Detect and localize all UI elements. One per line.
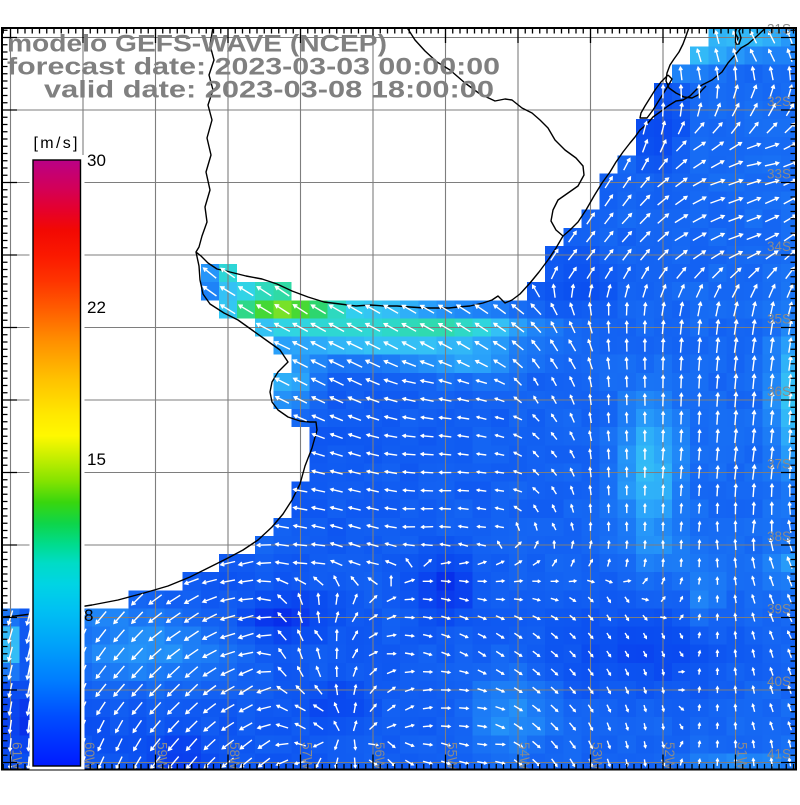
svg-text:modelo GEFS-WAVE (NCEP): modelo GEFS-WAVE (NCEP) xyxy=(7,31,387,58)
svg-text:56W: 56W xyxy=(372,742,387,770)
svg-text:54W: 54W xyxy=(517,742,532,770)
svg-text:60W: 60W xyxy=(82,742,97,770)
svg-text:41S: 41S xyxy=(767,747,791,762)
svg-text:38S: 38S xyxy=(767,529,791,544)
svg-text:37S: 37S xyxy=(767,457,791,472)
svg-text:55W: 55W xyxy=(445,742,460,770)
svg-text:35S: 35S xyxy=(767,312,791,327)
svg-text:15: 15 xyxy=(87,450,106,469)
svg-text:51W: 51W xyxy=(735,742,750,770)
svg-text:58W: 58W xyxy=(227,742,242,770)
svg-text:57W: 57W xyxy=(300,742,315,770)
svg-text:40S: 40S xyxy=(767,674,791,689)
svg-text:forecast date: 2023-03-03 00:0: forecast date: 2023-03-03 00:00:00 xyxy=(7,54,500,81)
svg-text:36S: 36S xyxy=(767,384,791,399)
svg-text:33S: 33S xyxy=(767,167,791,182)
svg-text:52W: 52W xyxy=(662,742,677,770)
svg-text:59W: 59W xyxy=(155,742,170,770)
svg-text:[m/s]: [m/s] xyxy=(34,135,78,152)
svg-text:34S: 34S xyxy=(767,239,791,254)
svg-text:39S: 39S xyxy=(767,602,791,617)
svg-text:valid date: 2023-03-08 18:00:0: valid date: 2023-03-08 18:00:00 xyxy=(44,77,494,104)
svg-text:8: 8 xyxy=(84,606,93,625)
svg-text:61W: 61W xyxy=(10,742,25,770)
svg-text:53W: 53W xyxy=(590,742,605,770)
svg-text:22: 22 xyxy=(87,298,106,317)
svg-text:32S: 32S xyxy=(767,94,791,109)
svg-text:30: 30 xyxy=(87,151,106,170)
